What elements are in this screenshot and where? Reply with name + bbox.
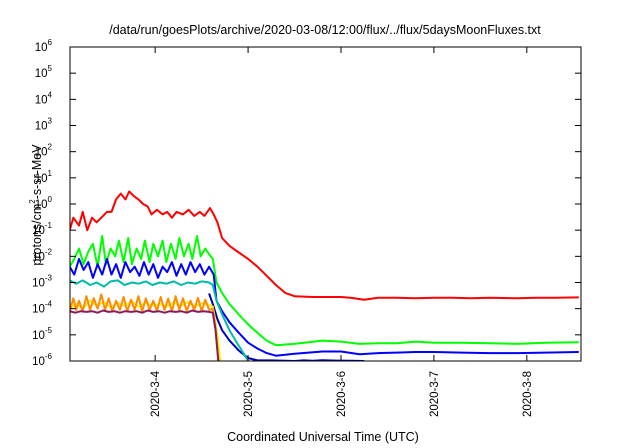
y-tick-label: 103 <box>35 117 53 133</box>
y-tick-label: 10-1 <box>32 221 52 237</box>
series-line-4 <box>208 293 365 361</box>
x-tick-label: 2020-3-7 <box>429 371 441 417</box>
y-tick-label: 100 <box>35 195 53 211</box>
series-lines <box>70 190 579 361</box>
series-line-7 <box>70 293 220 361</box>
series-line-3 <box>70 257 579 357</box>
y-tick-label: 104 <box>35 90 53 106</box>
y-tick-label: 101 <box>35 169 53 185</box>
y-tick-label: 102 <box>35 143 53 159</box>
y-tick-label: 10-3 <box>32 274 52 290</box>
y-tick-label: 10-5 <box>32 326 52 342</box>
series-line-8 <box>70 309 220 361</box>
x-tick-label: 2020-3-4 <box>150 370 162 417</box>
y-tick-label: 106 <box>35 38 53 54</box>
y-tick-label: 105 <box>35 64 53 80</box>
y-tick-label: 10-4 <box>32 300 52 316</box>
chart-title: /data/run/goesPlots/archive/2020-03-08/1… <box>109 23 541 37</box>
y-tick-label: 10-6 <box>32 352 52 368</box>
series-line-5 <box>70 279 249 361</box>
x-tick-label: 2020-3-6 <box>336 371 348 417</box>
y-tick-label: 10-2 <box>32 247 52 263</box>
x-tick-label: 2020-3-5 <box>243 371 255 417</box>
y-axis-label: protons/cm2-s-sr-MeV <box>28 144 44 266</box>
series-line-2 <box>70 235 579 347</box>
x-axis-label: Coordinated Universal Time (UTC) <box>227 430 419 444</box>
series-line-1 <box>70 190 579 301</box>
x-tick-label: 2020-3-8 <box>522 371 534 417</box>
axes: 10-6 10-5 10-4 10-3 10-2 10-1 100 101 102 103 104 1… <box>32 38 582 417</box>
